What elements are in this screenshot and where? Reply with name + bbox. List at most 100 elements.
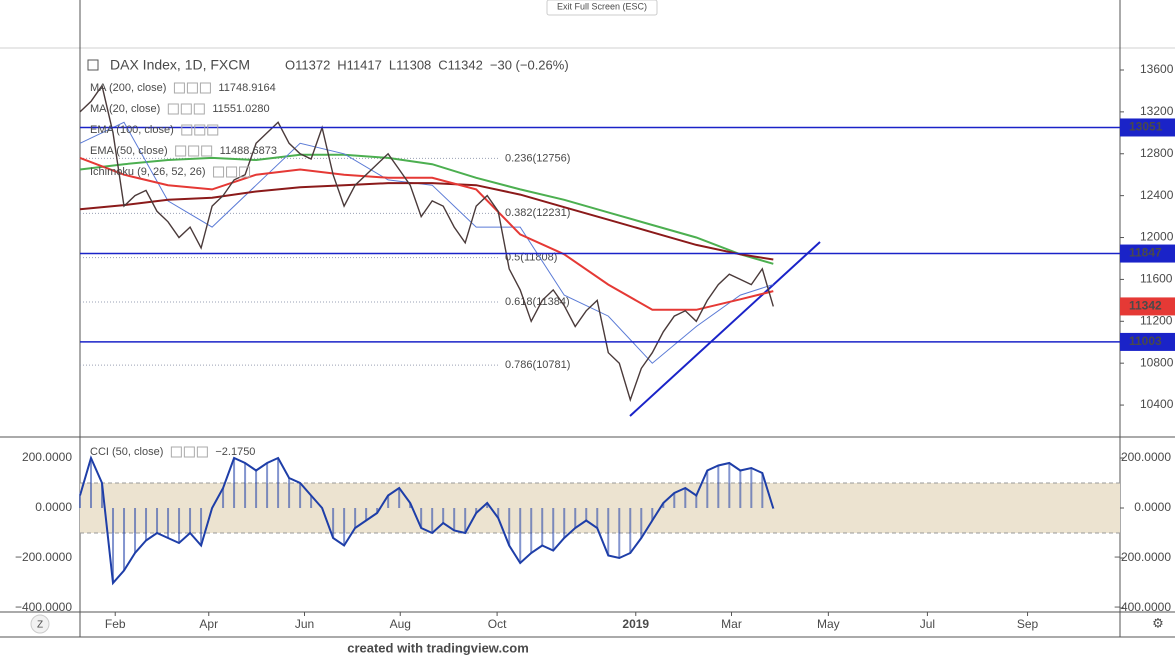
histogram-bar bbox=[486, 503, 489, 508]
collapse-icon[interactable] bbox=[87, 59, 99, 71]
histogram-bar bbox=[574, 508, 577, 528]
legend-icon[interactable] bbox=[170, 446, 182, 458]
x-tick-label: Feb bbox=[105, 617, 126, 631]
y-tick-label: −400.0000 bbox=[15, 600, 72, 614]
histogram-bar bbox=[167, 508, 170, 538]
histogram-bar bbox=[145, 508, 148, 541]
histogram-bar bbox=[717, 465, 720, 508]
y-tick-label: 10800 bbox=[1140, 355, 1174, 369]
histogram-bar bbox=[101, 483, 104, 508]
ohlc-value: L11308 bbox=[389, 57, 431, 72]
histogram-bar bbox=[563, 508, 566, 538]
legend-icon[interactable] bbox=[173, 82, 185, 94]
histogram-bar bbox=[596, 508, 599, 528]
histogram-bar bbox=[739, 470, 742, 508]
histogram-bar bbox=[189, 508, 192, 533]
legend-name: Ichimoku (9, 26, 52, 26) bbox=[90, 166, 206, 178]
histogram-bar bbox=[112, 508, 115, 583]
legend-icon[interactable] bbox=[207, 124, 219, 136]
legend-icon[interactable] bbox=[196, 446, 208, 458]
reset-label[interactable]: Z bbox=[37, 620, 43, 631]
legend-value: 11551.0280 bbox=[212, 103, 269, 115]
y-tick-label: 12000 bbox=[1140, 230, 1174, 244]
reset-button[interactable] bbox=[30, 614, 50, 634]
legend-icon[interactable] bbox=[167, 103, 179, 115]
x-tick-label: Oct bbox=[488, 617, 507, 631]
histogram-bar bbox=[79, 495, 81, 508]
histogram-bar bbox=[585, 508, 588, 521]
legend-icon[interactable] bbox=[175, 145, 187, 157]
fib-label: 0.382(12231) bbox=[505, 207, 570, 219]
y-tick-label: −200.0000 bbox=[1114, 550, 1171, 564]
ohlc-value: −30 (−0.26%) bbox=[490, 57, 569, 72]
legend-icon[interactable] bbox=[201, 145, 213, 157]
legend-value: −2.1750 bbox=[215, 446, 255, 458]
histogram-bar bbox=[519, 508, 522, 563]
x-tick-label: Sep bbox=[1017, 617, 1039, 631]
histogram-bar bbox=[475, 508, 478, 513]
x-tick-label: Apr bbox=[199, 617, 218, 631]
histogram-bar bbox=[266, 463, 269, 508]
legend-icon[interactable] bbox=[194, 124, 206, 136]
histogram-bar bbox=[244, 463, 247, 508]
level-label: 11003 bbox=[1129, 334, 1162, 348]
fib-label: 0.786(10781) bbox=[505, 359, 570, 371]
histogram-bar bbox=[629, 508, 632, 553]
histogram-bar bbox=[233, 458, 236, 508]
y-tick-label: 10400 bbox=[1140, 397, 1174, 411]
histogram-bar bbox=[420, 508, 423, 528]
legend-icon[interactable] bbox=[226, 166, 238, 178]
histogram-bar bbox=[222, 488, 225, 508]
ohlc-value: C11342 bbox=[438, 57, 483, 72]
y-tick-label: 13600 bbox=[1140, 62, 1174, 76]
y-tick-label: 11200 bbox=[1140, 313, 1173, 327]
legend-icon[interactable] bbox=[193, 103, 205, 115]
legend-icon[interactable] bbox=[188, 145, 200, 157]
chart-title: DAX Index, 1D, FXCM bbox=[110, 57, 250, 73]
ohlc-value: H11417 bbox=[337, 57, 382, 72]
legend-icon[interactable] bbox=[213, 166, 225, 178]
histogram-bar bbox=[365, 508, 368, 521]
legend-value: 11488.6873 bbox=[220, 145, 277, 157]
settings-icon[interactable]: ⚙ bbox=[1152, 615, 1164, 630]
histogram-bar bbox=[288, 478, 291, 508]
histogram-bar bbox=[673, 493, 676, 508]
histogram-bar bbox=[387, 495, 390, 508]
histogram-bar bbox=[200, 508, 203, 546]
histogram-bar bbox=[156, 508, 159, 533]
legend-icon[interactable] bbox=[199, 82, 211, 94]
legend-icon[interactable] bbox=[186, 82, 198, 94]
moving-average bbox=[79, 153, 774, 265]
exit-label[interactable]: Exit Full Screen (ESC) bbox=[557, 1, 647, 11]
histogram-bar bbox=[552, 508, 555, 551]
histogram-bar bbox=[607, 508, 610, 556]
legend-icon[interactable] bbox=[239, 166, 251, 178]
moving-average bbox=[79, 156, 774, 311]
histogram-bar bbox=[398, 488, 401, 508]
histogram-bar bbox=[728, 463, 731, 508]
legend-icon[interactable] bbox=[181, 124, 193, 136]
x-tick-label: Aug bbox=[390, 617, 411, 631]
legend-icon[interactable] bbox=[180, 103, 192, 115]
exit-button[interactable] bbox=[546, 0, 658, 16]
legend-icon[interactable] bbox=[183, 446, 195, 458]
y-tick-label: −400.0000 bbox=[1114, 600, 1171, 614]
histogram-bar bbox=[662, 503, 665, 508]
credit: created with tradingview.com bbox=[347, 640, 529, 655]
y-tick-label: 200.0000 bbox=[1121, 450, 1171, 464]
histogram-bar bbox=[640, 508, 643, 538]
legend-name: MA (200, close) bbox=[90, 82, 166, 94]
histogram-bar bbox=[497, 508, 500, 518]
x-tick-label: Mar bbox=[721, 617, 742, 631]
level-label: 11847 bbox=[1129, 246, 1162, 260]
ohlc-value: O11372 bbox=[285, 57, 330, 72]
histogram-bar bbox=[695, 495, 698, 508]
y-tick-label: 200.0000 bbox=[22, 450, 72, 464]
level-box bbox=[1120, 332, 1175, 351]
x-tick-label: 2019 bbox=[622, 617, 649, 631]
histogram-bar bbox=[134, 508, 137, 553]
y-tick-label: 13200 bbox=[1140, 104, 1174, 118]
y-tick-label: 11600 bbox=[1140, 272, 1173, 286]
fib-label: 0.618(11384) bbox=[505, 296, 570, 308]
histogram-bar bbox=[123, 508, 126, 571]
